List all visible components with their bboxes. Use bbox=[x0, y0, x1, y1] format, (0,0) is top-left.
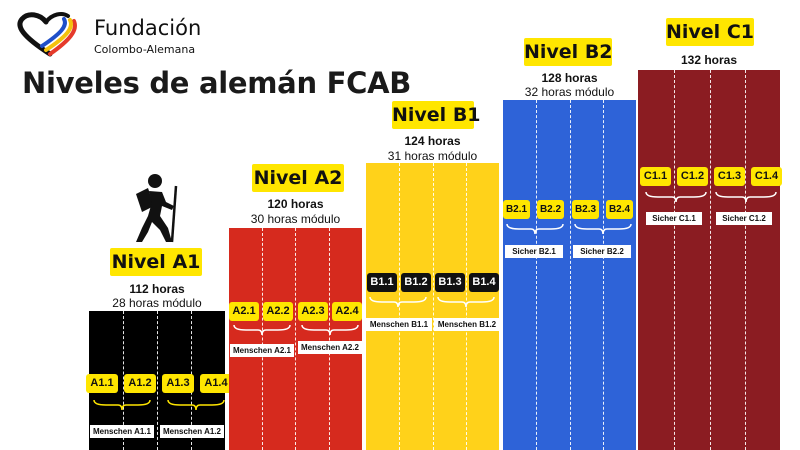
level-a1-brace-1 bbox=[93, 399, 151, 411]
hiker-icon bbox=[136, 174, 178, 243]
page-title: Niveles de alemán FCAB bbox=[22, 66, 412, 100]
level-b1-tag-1: B1.1 bbox=[367, 273, 397, 292]
level-a2-badge: Nivel A2 bbox=[252, 164, 344, 192]
level-c1-brace-2 bbox=[715, 191, 777, 203]
level-a2-course-label-2: Menschen A2.2 bbox=[298, 341, 362, 354]
level-a2-hours: 120 horas bbox=[267, 197, 324, 211]
level-c1-badge: Nivel C1 bbox=[666, 18, 754, 46]
level-a1-module: 28 horas módulo bbox=[112, 296, 202, 310]
level-b2-brace-1 bbox=[506, 223, 564, 235]
level-a1-course-label-1: Menschen A1.1 bbox=[90, 425, 154, 438]
level-b2-module: 32 horas módulo bbox=[524, 85, 615, 99]
level-c1-tag-4: C1.4 bbox=[751, 167, 782, 186]
level-c1-tag-2: C1.2 bbox=[677, 167, 708, 186]
level-b1-tag-4: B1.4 bbox=[469, 273, 499, 292]
level-a1-badge: Nivel A1 bbox=[110, 248, 202, 276]
logo-name: Fundación bbox=[94, 16, 202, 40]
level-c1-tag-3: C1.3 bbox=[714, 167, 745, 186]
level-b2-course-label-1: Sicher B2.1 bbox=[505, 245, 563, 258]
level-b2-tag-4: B2.4 bbox=[606, 200, 633, 219]
level-b1-hours: 124 horas bbox=[404, 134, 461, 148]
level-b2-tag-1: B2.1 bbox=[503, 200, 530, 219]
level-b2-tag-3: B2.3 bbox=[572, 200, 599, 219]
level-b2-tag-2: B2.2 bbox=[537, 200, 564, 219]
level-a2-brace-1 bbox=[233, 324, 291, 336]
level-a1-brace-2 bbox=[167, 399, 225, 411]
level-c1-course-label-2: Sicher C1.2 bbox=[716, 212, 772, 225]
level-b1-brace-1 bbox=[369, 296, 427, 308]
level-b1-course-label-1: Menschen B1.1 bbox=[366, 318, 432, 331]
logo-subtitle: Colombo-Alemana bbox=[94, 43, 196, 56]
level-a1-tag-4: A1.4 bbox=[200, 374, 232, 393]
level-a2-tag-3: A2.3 bbox=[298, 302, 328, 321]
level-b2-badge: Nivel B2 bbox=[524, 38, 613, 66]
level-b1-brace-2 bbox=[437, 296, 495, 308]
level-b1-tag-3: B1.3 bbox=[435, 273, 465, 292]
level-a1-course-label-2: Menschen A1.2 bbox=[160, 425, 224, 438]
level-b1-module: 31 horas módulo bbox=[387, 149, 478, 163]
level-b1-course-label-2: Menschen B1.2 bbox=[434, 318, 500, 331]
heart-logo-icon bbox=[17, 12, 77, 57]
level-b2-brace-2 bbox=[574, 223, 632, 235]
brand-logo: Fundación Colombo-Alemana bbox=[12, 10, 202, 60]
level-a2-course-label-1: Menschen A2.1 bbox=[230, 344, 294, 357]
level-b1-column bbox=[366, 163, 499, 450]
level-a1-tag-3: A1.3 bbox=[162, 374, 194, 393]
level-a2-module: 30 horas módulo bbox=[250, 212, 341, 226]
level-c1-course-label-1: Sicher C1.1 bbox=[646, 212, 702, 225]
level-c1-column bbox=[638, 70, 780, 450]
level-a2-brace-2 bbox=[301, 324, 359, 336]
level-b2-column bbox=[503, 100, 636, 450]
level-c1-hours: 132 horas bbox=[680, 53, 738, 67]
level-b1-tag-2: B1.2 bbox=[401, 273, 431, 292]
level-a1-hours: 112 horas bbox=[129, 282, 185, 296]
level-b2-hours: 128 horas bbox=[541, 71, 598, 85]
level-a1-tag-2: A1.2 bbox=[124, 374, 156, 393]
level-a2-tag-1: A2.1 bbox=[229, 302, 259, 321]
level-b1-badge: Nivel B1 bbox=[392, 101, 481, 129]
level-a2-tag-4: A2.4 bbox=[332, 302, 362, 321]
level-c1-tag-1: C1.1 bbox=[640, 167, 671, 186]
level-c1-brace-1 bbox=[645, 191, 707, 203]
level-a2-tag-2: A2.2 bbox=[263, 302, 293, 321]
level-a2-column bbox=[229, 228, 362, 450]
level-b2-course-label-2: Sicher B2.2 bbox=[573, 245, 631, 258]
level-a1-tag-1: A1.1 bbox=[86, 374, 118, 393]
